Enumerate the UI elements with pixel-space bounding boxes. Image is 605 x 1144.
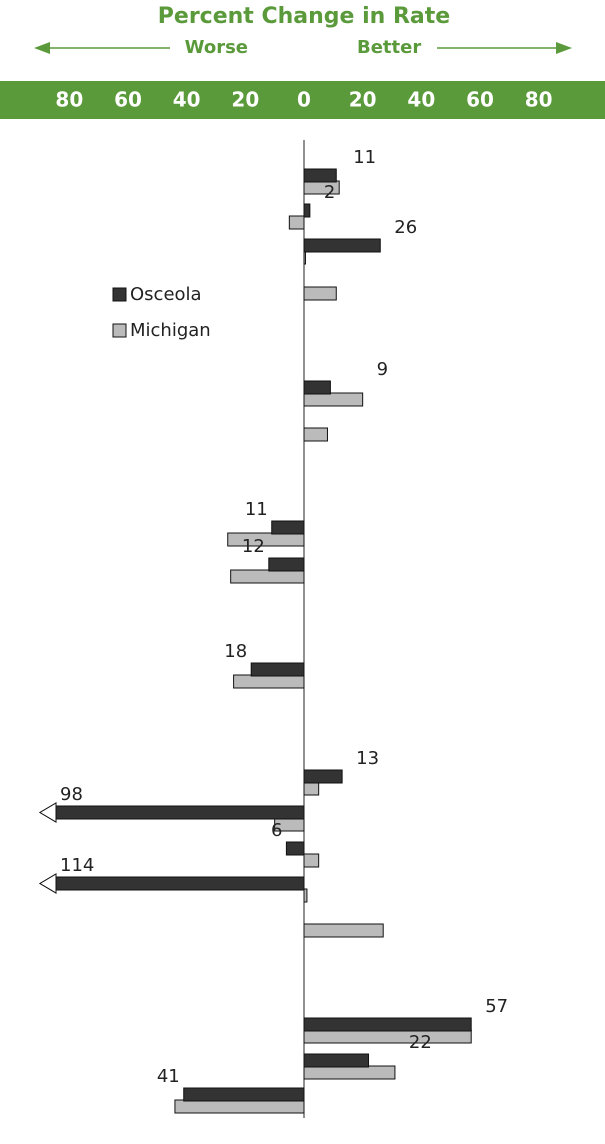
x-tick-label: 80 <box>55 88 83 112</box>
right-label: Better <box>357 37 421 58</box>
data-label: 12 <box>242 536 265 557</box>
bar <box>303 853 320 868</box>
data-label: 22 <box>409 1032 432 1053</box>
data-label: 13 <box>356 748 379 769</box>
data-label: 41 <box>157 1066 180 1087</box>
x-tick-label: 80 <box>525 88 553 112</box>
x-tick-label: 60 <box>466 88 494 112</box>
data-label: 9 <box>377 359 388 380</box>
data-label: 57 <box>485 996 508 1017</box>
data-label: 11 <box>245 499 268 520</box>
overflow-arrow <box>39 873 57 894</box>
data-label: 114 <box>60 855 94 876</box>
axis-banner <box>0 81 605 119</box>
x-tick-label: 40 <box>173 88 201 112</box>
data-label: 2 <box>324 182 335 203</box>
overflow-arrow <box>39 802 57 823</box>
bar <box>303 380 331 395</box>
bar <box>303 769 343 784</box>
bar <box>288 215 305 230</box>
left-label: Worse <box>185 37 248 58</box>
bar <box>303 238 381 253</box>
data-label: 11 <box>353 147 376 168</box>
bar <box>303 1065 396 1080</box>
x-tick-label: 20 <box>231 88 259 112</box>
legend-label: Osceola <box>130 284 202 305</box>
bar <box>303 781 320 796</box>
bar <box>233 674 305 689</box>
bar <box>268 557 305 572</box>
bar <box>303 168 337 183</box>
bar <box>303 203 311 218</box>
data-label: 26 <box>394 217 417 238</box>
chart-title: Percent Change in Rate <box>158 4 450 29</box>
bar <box>271 520 305 535</box>
bar <box>39 873 305 894</box>
data-label: 18 <box>224 641 247 662</box>
bar <box>303 888 308 903</box>
bar <box>303 392 364 407</box>
x-tick-label: 20 <box>349 88 377 112</box>
bar <box>303 1029 472 1044</box>
bar <box>39 802 305 823</box>
bar <box>250 662 305 677</box>
worse-arrow-head <box>34 42 50 54</box>
bar <box>303 923 384 938</box>
legend-label: Michigan <box>130 320 211 341</box>
better-arrow-head <box>556 42 572 54</box>
bar <box>174 1099 305 1114</box>
data-label: 6 <box>271 820 282 841</box>
legend-swatch <box>112 323 127 338</box>
bar <box>227 532 305 547</box>
x-tick-label: 0 <box>297 88 311 112</box>
x-tick-label: 60 <box>114 88 142 112</box>
data-label: 98 <box>60 784 83 805</box>
bar <box>230 569 305 584</box>
bar <box>285 841 305 856</box>
x-tick-label: 40 <box>407 88 435 112</box>
bar <box>303 1053 370 1068</box>
bar <box>303 427 328 442</box>
bar <box>303 286 337 301</box>
legend-swatch <box>112 287 127 302</box>
bar <box>303 1017 472 1032</box>
bar <box>303 250 306 265</box>
bar <box>183 1087 305 1102</box>
